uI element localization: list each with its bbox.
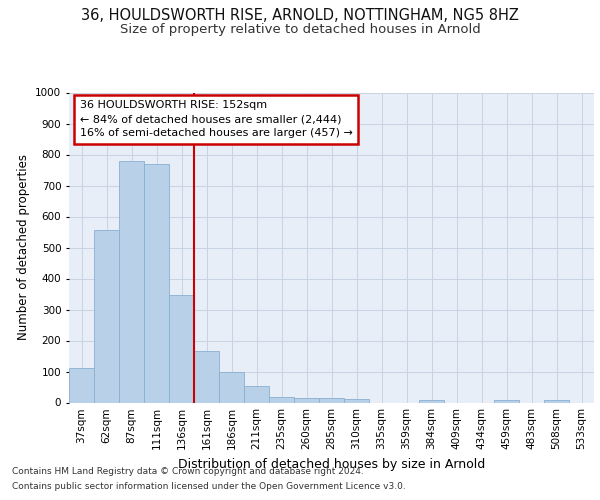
Bar bbox=[319, 398, 344, 402]
Text: 36 HOULDSWORTH RISE: 152sqm
← 84% of detached houses are smaller (2,444)
16% of : 36 HOULDSWORTH RISE: 152sqm ← 84% of det… bbox=[79, 100, 352, 138]
Bar bbox=[219, 372, 244, 402]
Bar bbox=[94, 230, 119, 402]
Text: Contains public sector information licensed under the Open Government Licence v3: Contains public sector information licen… bbox=[12, 482, 406, 491]
Bar bbox=[244, 386, 269, 402]
Bar bbox=[69, 368, 94, 402]
Bar bbox=[344, 400, 369, 402]
Text: 36, HOULDSWORTH RISE, ARNOLD, NOTTINGHAM, NG5 8HZ: 36, HOULDSWORTH RISE, ARNOLD, NOTTINGHAM… bbox=[81, 8, 519, 22]
Bar bbox=[119, 162, 144, 402]
Y-axis label: Number of detached properties: Number of detached properties bbox=[17, 154, 29, 340]
Text: Size of property relative to detached houses in Arnold: Size of property relative to detached ho… bbox=[119, 22, 481, 36]
X-axis label: Distribution of detached houses by size in Arnold: Distribution of detached houses by size … bbox=[178, 458, 485, 471]
Bar bbox=[494, 400, 519, 402]
Bar bbox=[169, 295, 194, 403]
Text: Contains HM Land Registry data © Crown copyright and database right 2024.: Contains HM Land Registry data © Crown c… bbox=[12, 467, 364, 476]
Bar bbox=[144, 164, 169, 402]
Bar bbox=[544, 400, 569, 402]
Bar bbox=[194, 352, 219, 403]
Bar bbox=[419, 400, 444, 402]
Bar bbox=[294, 398, 319, 402]
Bar bbox=[269, 397, 294, 402]
